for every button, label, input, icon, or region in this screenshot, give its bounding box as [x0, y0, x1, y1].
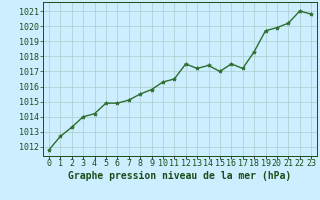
X-axis label: Graphe pression niveau de la mer (hPa): Graphe pression niveau de la mer (hPa) — [68, 171, 292, 181]
